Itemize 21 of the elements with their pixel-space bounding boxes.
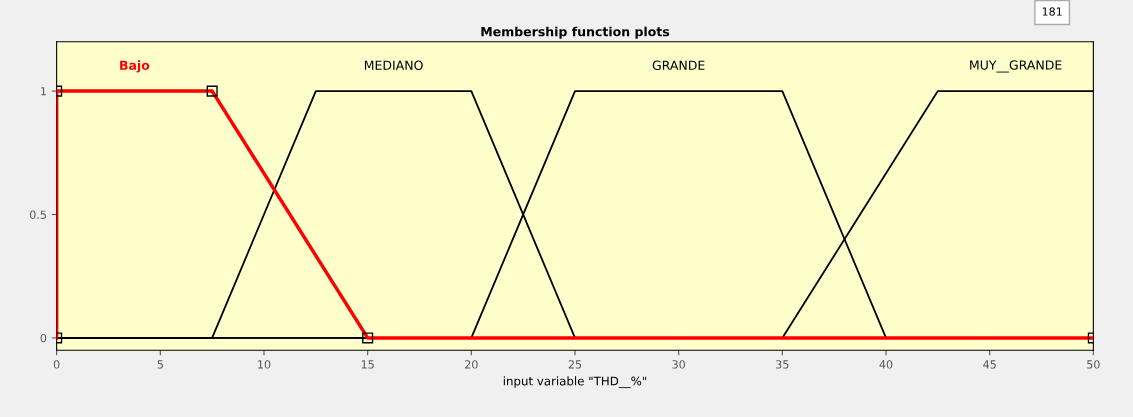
x-tick-label: 20 <box>465 360 478 369</box>
x-tick-label: 15 <box>361 360 374 369</box>
series-label: MUY__GRANDE <box>970 60 1062 73</box>
x-tick-label: 45 <box>983 360 996 369</box>
x-tick-label: 25 <box>568 360 582 369</box>
x-tick-label: 30 <box>672 360 685 369</box>
y-tick-label: 1 <box>41 87 46 96</box>
text: 181 <box>1042 7 1062 16</box>
series-label: GRANDE <box>652 60 705 71</box>
y-tick-label: 0 <box>40 333 47 343</box>
x-tick-label: 50 <box>1087 360 1100 369</box>
x-tick-label: 5 <box>157 360 163 369</box>
x-tick-label: 0 <box>53 360 60 369</box>
series-label: MEDIANO <box>364 60 423 71</box>
series-label: Bajo <box>120 60 150 73</box>
x-axis-title: input variable "THD__%" <box>503 376 647 389</box>
y-tick-label: 0.5 <box>29 210 46 219</box>
x-tick-label: 40 <box>879 360 893 369</box>
x-tick-label: 35 <box>776 360 789 369</box>
chart-title: Membership function plots <box>481 26 670 39</box>
x-tick-label: 10 <box>258 360 271 369</box>
